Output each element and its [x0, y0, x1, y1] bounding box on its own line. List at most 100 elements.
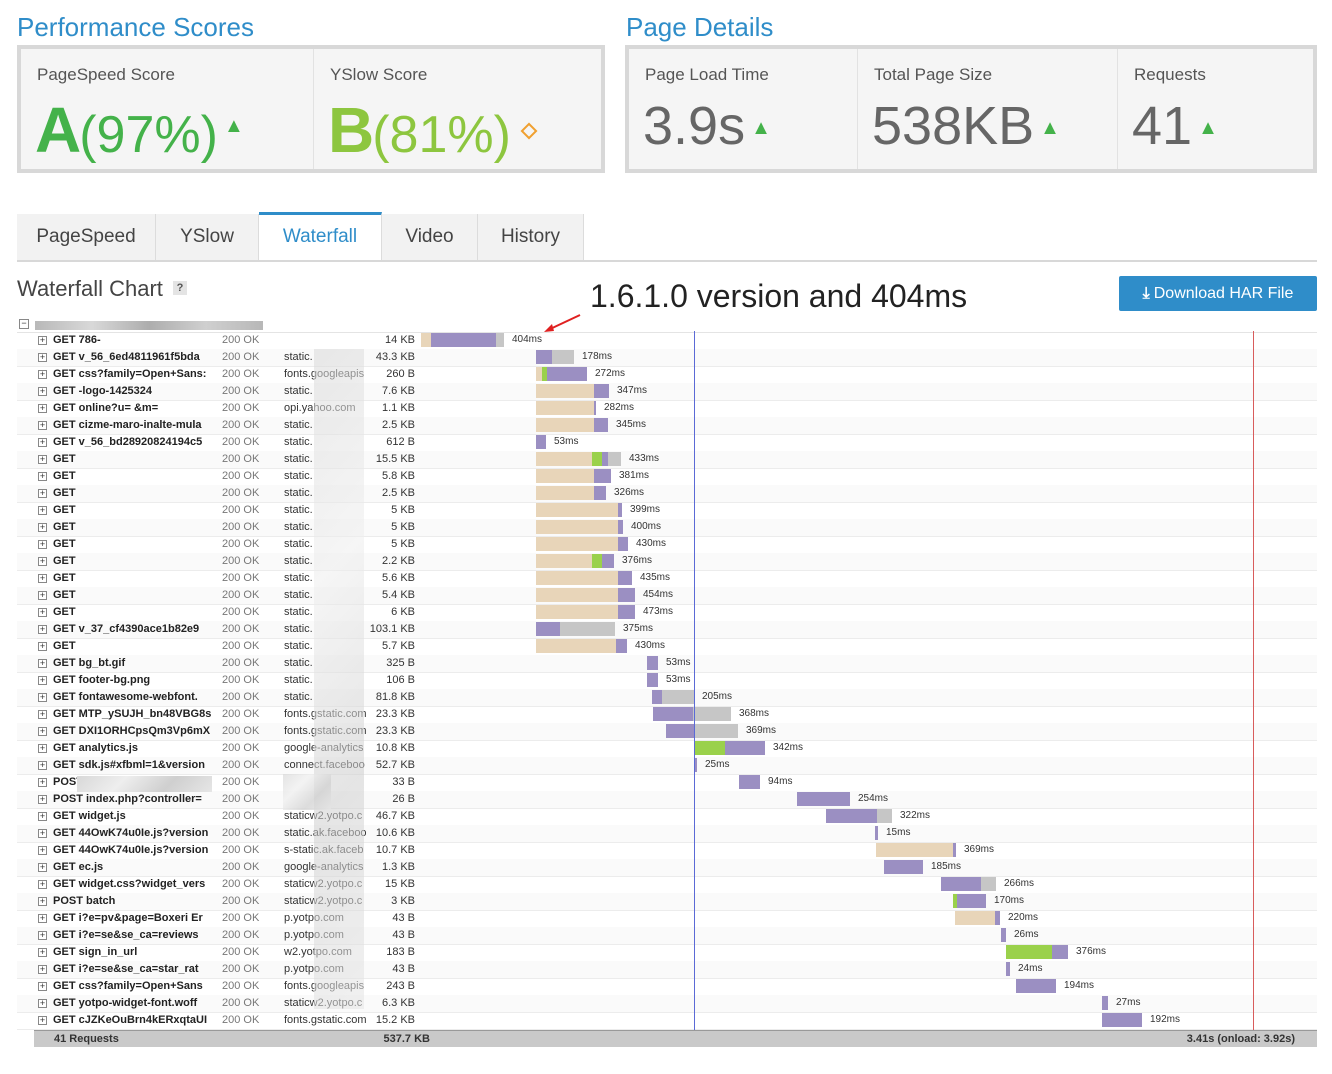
expand-icon[interactable]: + — [38, 624, 47, 634]
expand-icon[interactable]: + — [38, 675, 47, 685]
request-row[interactable]: + GET footer-bg.png 200 OK static. 106 B 53ms — [17, 672, 1317, 690]
expand-icon[interactable]: + — [38, 998, 47, 1008]
expand-icon[interactable]: + — [38, 471, 47, 481]
request-row[interactable]: + GET 786- 200 OK 14 KB 404ms — [17, 332, 1317, 350]
expand-icon[interactable]: + — [38, 930, 47, 940]
request-timeline: 205ms — [421, 689, 1317, 706]
expand-icon[interactable]: + — [38, 658, 47, 668]
expand-icon[interactable]: + — [38, 794, 47, 804]
request-row[interactable]: + GET v_37_cf4390ace1b82e9 200 OK static. 10… — [17, 621, 1317, 639]
request-row[interactable]: +GET online?u= &m=200 OKopi.yahoo.com1.1… — [17, 400, 1317, 418]
request-timeline: 220ms — [421, 910, 1317, 927]
request-url: GET — [53, 453, 76, 465]
expand-icon[interactable]: + — [38, 726, 47, 736]
request-row[interactable]: + GET cizme-maro-inalte-mula 200 OK static.… — [17, 417, 1317, 435]
expand-icon[interactable]: + — [38, 828, 47, 838]
expand-icon[interactable]: + — [38, 913, 47, 923]
expand-icon[interactable]: + — [38, 709, 47, 719]
request-row[interactable]: + GET 200 OK static. 5.8 KB 381ms — [17, 468, 1317, 486]
expand-icon[interactable]: + — [38, 845, 47, 855]
expand-icon[interactable]: + — [38, 369, 47, 379]
expand-icon[interactable]: + — [38, 403, 47, 413]
expand-icon[interactable]: + — [38, 454, 47, 464]
expand-icon[interactable]: + — [38, 539, 47, 549]
download-har-button[interactable]: ⤓ Download HAR File — [1119, 276, 1317, 311]
tab-video[interactable]: Video — [382, 214, 478, 260]
request-row[interactable]: + GET 200 OK static. 5.4 KB 454ms — [17, 587, 1317, 605]
request-row[interactable]: + GET bg_bt.gif 200 OK static. 325 B 53ms — [17, 655, 1317, 673]
expand-icon[interactable]: + — [38, 420, 47, 430]
expand-icon[interactable]: + — [38, 556, 47, 566]
request-row[interactable]: + GET v_56_bd28920824194c5 200 OK static. 61… — [17, 434, 1317, 452]
request-size: 81.8 KB — [375, 691, 415, 703]
expand-icon[interactable]: + — [38, 437, 47, 447]
red-arrow-icon — [544, 314, 581, 332]
expand-icon[interactable]: + — [38, 335, 47, 345]
collapse-icon[interactable]: − — [19, 319, 29, 329]
expand-icon[interactable]: + — [38, 505, 47, 515]
tab-waterfall[interactable]: Waterfall — [259, 212, 382, 260]
expand-icon[interactable]: + — [38, 607, 47, 617]
request-url: GET 44OwK74u0Ie.js?version — [53, 827, 209, 839]
request-row[interactable]: + GET 200 OK static. 15.5 KB 433ms — [17, 451, 1317, 469]
help-icon[interactable]: ? — [173, 281, 187, 295]
expand-icon[interactable]: + — [38, 590, 47, 600]
request-row[interactable]: + GET 200 OK static. 5 KB 400ms — [17, 519, 1317, 537]
expand-icon[interactable]: + — [38, 1015, 47, 1025]
tab-yslow[interactable]: YSlow — [156, 214, 259, 260]
request-timeline: 192ms — [421, 1012, 1317, 1029]
expand-icon[interactable]: + — [38, 896, 47, 906]
tab-history[interactable]: History — [478, 214, 584, 260]
request-row[interactable]: + POST index.php?controller= 200 OK 26 B 254… — [17, 791, 1317, 809]
request-row[interactable]: + GET 200 OK static. 5 KB 399ms — [17, 502, 1317, 520]
tab-pagespeed[interactable]: PageSpeed — [17, 214, 156, 260]
expand-icon[interactable]: + — [38, 743, 47, 753]
expand-icon[interactable]: + — [38, 981, 47, 991]
expand-icon[interactable]: + — [38, 947, 47, 957]
request-row[interactable]: + GET 200 OK static. 5.7 KB 430ms — [17, 638, 1317, 656]
request-row[interactable]: + GET 200 OK static. 2.2 KB 376ms — [17, 553, 1317, 571]
request-row[interactable]: + GET 200 OK static. 5.6 KB 435ms — [17, 570, 1317, 588]
expand-icon[interactable]: + — [38, 811, 47, 821]
expand-icon[interactable]: + — [38, 760, 47, 770]
expand-icon[interactable]: + — [38, 692, 47, 702]
expand-icon[interactable]: + — [38, 862, 47, 872]
request-row[interactable]: +GET css?family=Open+Sans:200 OKfonts.go… — [17, 366, 1317, 384]
expand-icon[interactable]: + — [38, 777, 47, 787]
request-row[interactable]: + GET 200 OK static. 6 KB 473ms — [17, 604, 1317, 622]
expand-icon[interactable]: + — [38, 641, 47, 651]
expand-icon[interactable]: + — [38, 522, 47, 532]
expand-icon[interactable]: + — [38, 386, 47, 396]
request-duration: 26ms — [1014, 929, 1039, 940]
page-url-row[interactable]: − — [17, 316, 1317, 333]
expand-icon[interactable]: + — [38, 352, 47, 362]
request-row[interactable]: + GET -logo-1425324 200 OK static. 7.6 KB 347… — [17, 383, 1317, 401]
request-row[interactable]: + GET 200 OK static. 2.5 KB 326ms — [17, 485, 1317, 503]
request-row[interactable]: + GET 200 OK static. 5 KB 430ms — [17, 536, 1317, 554]
request-url: GET bg_bt.gif — [53, 657, 126, 669]
request-row[interactable]: + GET cJZKeOuBrn4kERxqtaUI 200 OK fonts.gst… — [17, 1012, 1317, 1030]
expand-icon[interactable]: + — [38, 879, 47, 889]
expand-icon[interactable]: + — [38, 488, 47, 498]
expand-icon[interactable]: + — [38, 573, 47, 583]
request-row[interactable]: + GET fontawesome-webfont. 200 OK static. 81… — [17, 689, 1317, 707]
request-row[interactable]: + GET v_56_6ed4811961f5bda 200 OK static. 43… — [17, 349, 1317, 367]
expand-icon[interactable]: + — [38, 964, 47, 974]
